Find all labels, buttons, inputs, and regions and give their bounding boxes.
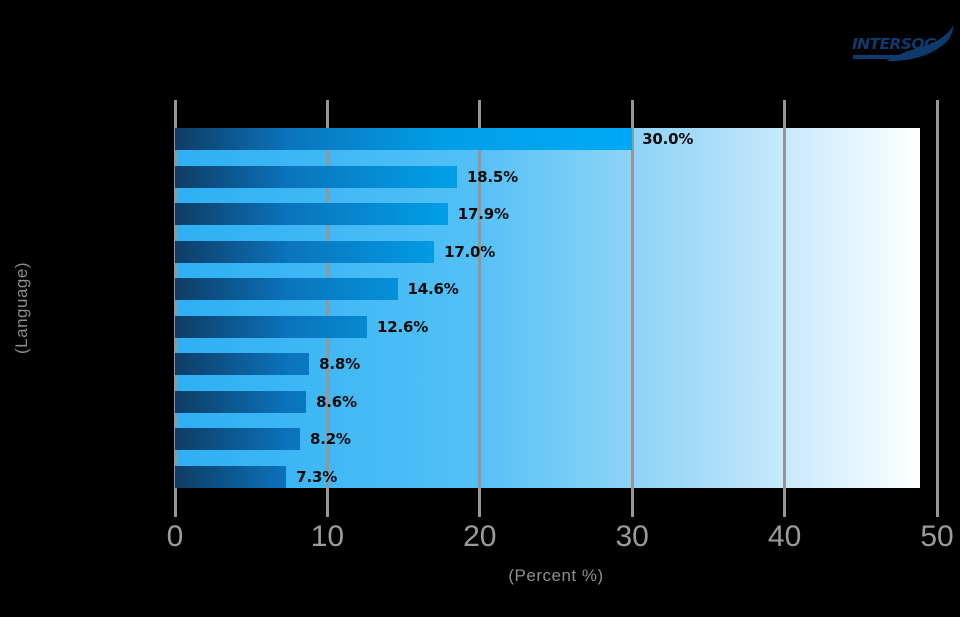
- bar-row: 7.3%: [175, 465, 937, 488]
- logo-text: INTERSOG: [852, 35, 937, 53]
- x-tick-label-0: 0: [166, 520, 184, 553]
- x-tick-label-20: 20: [463, 520, 497, 553]
- x-tick-label-30: 30: [615, 520, 649, 553]
- x-tick-label-50: 50: [920, 520, 954, 553]
- bar-row: 8.6%: [175, 390, 937, 413]
- bar-value-label: 14.6%: [407, 280, 459, 299]
- bar-series: 30.0% 18.5% 17.9% 17.0% 14.6% 12.6% 8.8% 8.6% 8.…: [175, 128, 937, 488]
- gridline-x-0: [173, 100, 177, 517]
- gridline-x-10: [325, 100, 329, 517]
- bar-row: 8.8%: [175, 353, 937, 376]
- intersog-logo: INTERSOG: [852, 25, 954, 62]
- bar-row: 12.6%: [175, 315, 937, 338]
- x-tick-label-40: 40: [767, 520, 802, 553]
- bar-value-label: 12.6%: [377, 317, 429, 336]
- bar-value-label: 8.6%: [316, 392, 357, 411]
- bar: [175, 428, 300, 451]
- bar-value-label: 18.5%: [466, 167, 518, 186]
- y-axis-title: (Language): [12, 262, 31, 354]
- bar: [175, 390, 307, 413]
- bar: [175, 353, 310, 376]
- bar-row: 17.0%: [175, 240, 937, 263]
- gridline-x-40: [783, 100, 787, 517]
- bar-value-label: 8.2%: [309, 430, 351, 449]
- gridline-x-30: [630, 100, 634, 517]
- bar-value-label: 8.8%: [319, 355, 360, 374]
- bar-row: 30.0%: [175, 128, 937, 150]
- x-tick-label-10: 10: [310, 520, 345, 553]
- bar: [175, 240, 435, 263]
- bar: [175, 165, 457, 188]
- bar-value-label: 7.3%: [296, 467, 338, 486]
- bar-value-label: 17.0%: [444, 242, 496, 261]
- bar-row: 18.5%: [175, 165, 937, 188]
- bar: [175, 128, 633, 150]
- bar: [175, 278, 398, 301]
- bar-row: 8.2%: [175, 428, 937, 451]
- bar: [175, 315, 368, 338]
- plot-area: [175, 128, 920, 488]
- bar-row: 17.9%: [175, 203, 937, 226]
- logo-tagline-bar: [853, 55, 905, 59]
- bar-row: 14.6%: [175, 278, 937, 301]
- bar: [175, 465, 287, 488]
- gridline-x-20: [478, 100, 482, 517]
- bar-value-label: 17.9%: [457, 205, 509, 224]
- x-axis-title: (Percent %): [508, 566, 604, 585]
- gridline-x-50: [935, 100, 939, 517]
- bar-value-label: 30.0%: [642, 130, 694, 148]
- logo-swoosh-icon: [886, 25, 954, 62]
- bar: [175, 203, 448, 226]
